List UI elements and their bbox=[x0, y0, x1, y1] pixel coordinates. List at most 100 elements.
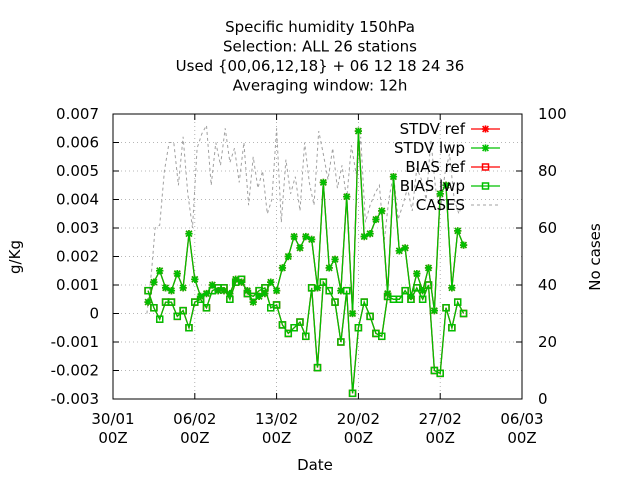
data-point bbox=[342, 286, 351, 295]
data-point bbox=[354, 127, 362, 135]
y2-tick-label: 100 bbox=[538, 105, 567, 123]
data-point bbox=[191, 275, 199, 283]
data-point bbox=[360, 232, 368, 241]
x-tick-label-hour: 00Z bbox=[180, 429, 209, 447]
data-point bbox=[302, 232, 310, 241]
series-line bbox=[146, 123, 465, 314]
y-tick-label: 0.004 bbox=[56, 191, 99, 209]
y-tick-label: 0.001 bbox=[56, 276, 99, 294]
title-line-2: Selection: ALL 26 stations bbox=[223, 38, 417, 56]
chart-title: Specific humidity 150hPa Selection: ALL 2… bbox=[176, 18, 465, 95]
data-point bbox=[354, 324, 363, 332]
legend-marker bbox=[481, 144, 490, 152]
y-tick-label: 0.007 bbox=[56, 105, 99, 123]
data-point bbox=[261, 284, 269, 292]
data-point bbox=[348, 389, 357, 398]
data-point bbox=[237, 275, 246, 284]
x-tick-label-date: 30/01 bbox=[91, 410, 134, 428]
legend-label: BIAS lwp bbox=[400, 177, 465, 195]
data-point bbox=[290, 324, 298, 332]
data-point bbox=[185, 324, 193, 332]
data-point bbox=[296, 244, 304, 252]
data-point bbox=[401, 286, 409, 295]
data-point bbox=[454, 227, 462, 235]
legend-marker bbox=[481, 163, 490, 171]
x-tick-label-hour: 00Z bbox=[344, 429, 373, 447]
data-point bbox=[220, 284, 228, 292]
data-point bbox=[436, 369, 444, 378]
data-point bbox=[179, 284, 187, 292]
x-tick-label-hour: 00Z bbox=[507, 429, 536, 447]
data-point bbox=[290, 232, 298, 241]
title-line-3: Used {00,06,12,18} + 06 12 18 24 36 bbox=[176, 57, 465, 75]
data-point bbox=[389, 173, 398, 181]
y2-axis-label: No cases bbox=[586, 223, 604, 291]
data-point bbox=[144, 298, 152, 306]
y2-tick-label: 20 bbox=[538, 333, 557, 351]
data-point bbox=[395, 295, 404, 303]
data-point bbox=[407, 295, 415, 303]
legend-label: CASES bbox=[416, 196, 465, 214]
data-point bbox=[430, 307, 438, 315]
y2-tick-label: 40 bbox=[538, 276, 557, 294]
data-point bbox=[453, 298, 462, 306]
data-point bbox=[150, 304, 158, 312]
data-point bbox=[313, 363, 322, 372]
data-point bbox=[156, 267, 164, 275]
data-point bbox=[337, 338, 345, 346]
y2-tick-label: 0 bbox=[538, 390, 548, 408]
data-point bbox=[319, 278, 328, 286]
x-tick-label-date: 20/02 bbox=[337, 410, 380, 428]
data-point bbox=[272, 301, 281, 309]
data-point bbox=[296, 318, 304, 326]
data-point bbox=[179, 306, 187, 315]
legend-label: STDV lwp bbox=[394, 139, 465, 157]
data-point bbox=[319, 178, 327, 186]
data-point bbox=[278, 321, 287, 329]
y-tick-label: 0.005 bbox=[56, 162, 99, 180]
data-point bbox=[155, 315, 164, 323]
data-point bbox=[442, 181, 450, 189]
data-point bbox=[196, 295, 205, 303]
data-point bbox=[185, 230, 193, 238]
legend-label: STDV ref bbox=[400, 120, 466, 138]
x-axis-label: Date bbox=[297, 456, 333, 474]
data-point bbox=[202, 304, 211, 312]
y-tick-label: -0.003 bbox=[51, 390, 99, 408]
data-point bbox=[273, 287, 281, 295]
data-point bbox=[308, 235, 316, 243]
series-bias-lwp bbox=[144, 275, 468, 398]
legend-marker bbox=[481, 182, 490, 190]
y-tick-label: 0.002 bbox=[56, 248, 99, 266]
data-point bbox=[413, 270, 421, 278]
data-point bbox=[424, 264, 433, 272]
series-layer bbox=[144, 123, 468, 398]
data-point bbox=[378, 207, 386, 215]
data-point bbox=[459, 309, 468, 318]
data-point bbox=[173, 270, 181, 278]
y-tick-label: 0.006 bbox=[56, 134, 99, 152]
y-tick-label: 0.003 bbox=[56, 219, 99, 237]
x-tick-label-date: 06/02 bbox=[173, 410, 216, 428]
data-point bbox=[331, 255, 339, 263]
x-tick-label-date: 27/02 bbox=[419, 410, 462, 428]
x-tick-label-hour: 00Z bbox=[426, 429, 455, 447]
data-point bbox=[226, 295, 234, 303]
data-point bbox=[366, 312, 374, 321]
legend-marker bbox=[481, 125, 490, 133]
data-point bbox=[418, 295, 427, 303]
data-point bbox=[331, 298, 339, 306]
data-point bbox=[360, 298, 368, 306]
data-point bbox=[424, 281, 433, 289]
data-point bbox=[436, 190, 444, 198]
axis-ticks: -0.003 -0.002 -0.001 0 0.001 0.002 0.003 0.004 0… bbox=[51, 105, 567, 447]
data-point bbox=[419, 287, 427, 295]
data-point bbox=[150, 278, 158, 286]
data-point bbox=[173, 312, 182, 321]
data-point bbox=[372, 215, 380, 224]
data-point bbox=[413, 284, 421, 292]
legend-label: BIAS ref bbox=[405, 158, 465, 176]
